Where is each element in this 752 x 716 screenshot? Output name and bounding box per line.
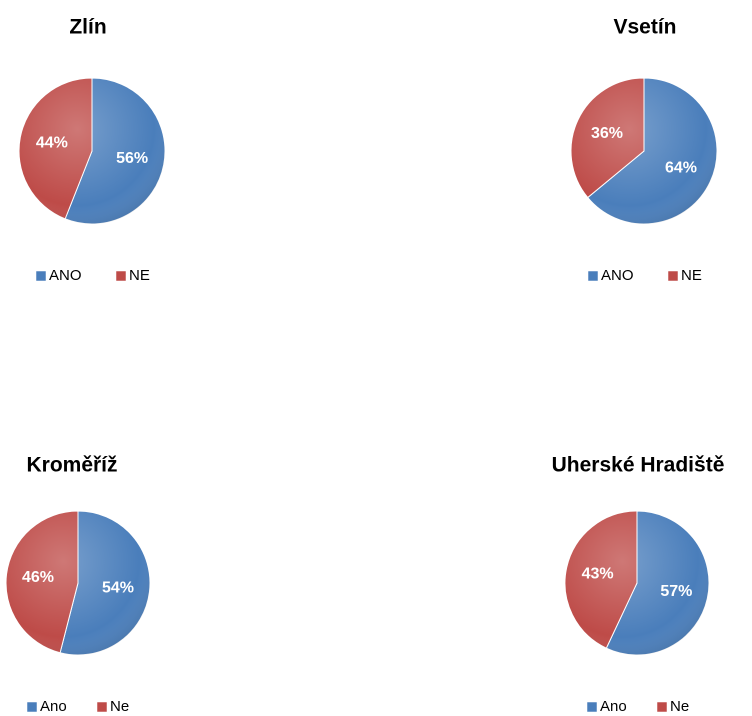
legend-swatch <box>587 270 599 282</box>
legend-label: ANO <box>601 267 634 284</box>
value-label: 43% <box>582 565 614 582</box>
legend-swatch <box>115 270 127 282</box>
legend-label: Ne <box>110 698 129 715</box>
chart-title: Vsetín <box>613 16 676 39</box>
value-label: 44% <box>36 135 68 152</box>
value-label: 64% <box>665 160 697 177</box>
chart-title: Uherské Hradiště <box>552 454 725 477</box>
legend-label: Ano <box>40 698 67 715</box>
value-label: 46% <box>22 569 54 586</box>
legend-swatch <box>656 701 668 713</box>
legend-swatch <box>96 701 108 713</box>
legend-label: Ano <box>600 698 627 715</box>
legend-label: ANO <box>49 267 82 284</box>
value-label: 57% <box>660 583 692 600</box>
value-label: 54% <box>102 579 134 596</box>
legend-label: Ne <box>670 698 689 715</box>
value-label: 56% <box>116 150 148 167</box>
legend-label: NE <box>681 267 702 284</box>
chart-title: Kroměříž <box>26 454 117 477</box>
legend-label: NE <box>129 267 150 284</box>
legend-swatch <box>35 270 47 282</box>
legend-swatch <box>667 270 679 282</box>
legend-swatch <box>26 701 38 713</box>
legend-swatch <box>586 701 598 713</box>
value-label: 36% <box>591 125 623 142</box>
chart-title: Zlín <box>69 16 106 39</box>
